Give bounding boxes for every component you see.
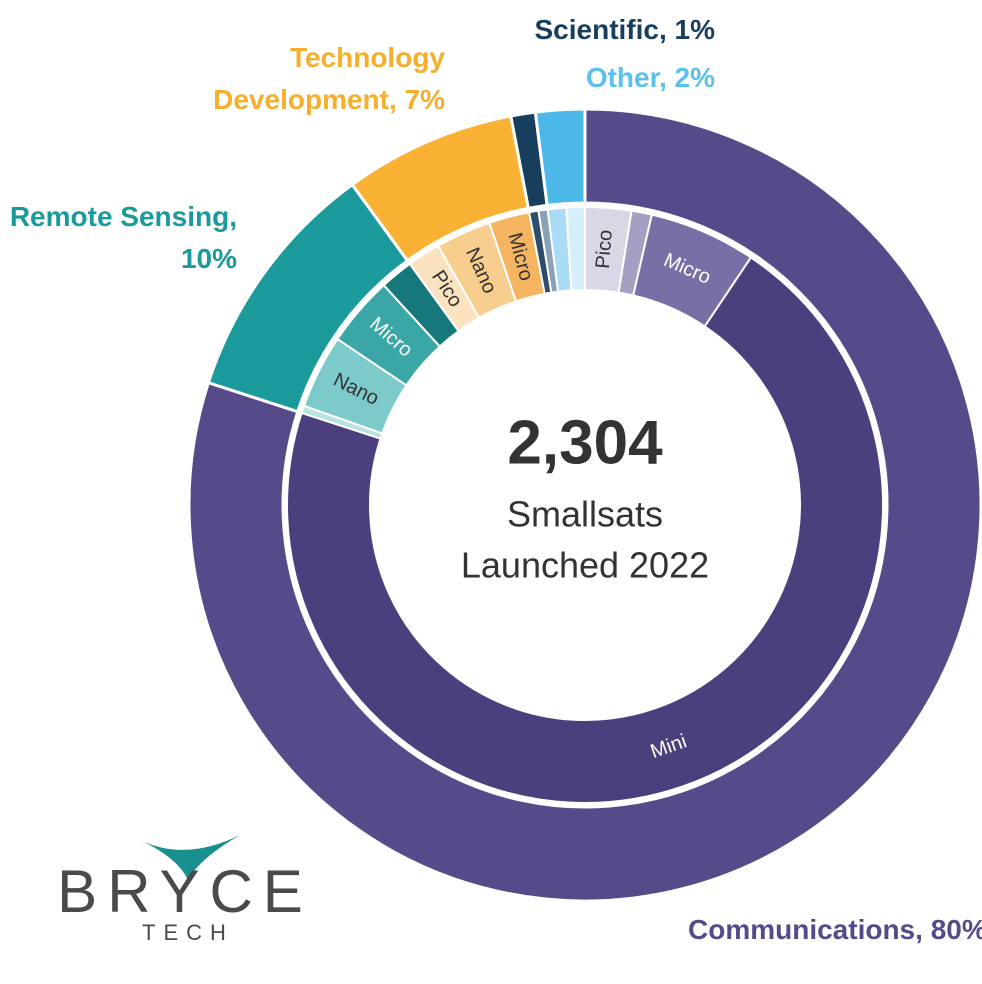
logo-mark	[140, 835, 240, 880]
logo-name: BRYCE	[57, 858, 313, 925]
outer-segment	[533, 107, 587, 208]
center-label: Launched 2022	[461, 545, 709, 586]
inner-label: Pico	[592, 229, 617, 270]
inner-segment	[286, 256, 884, 804]
outer-segment	[187, 107, 982, 903]
center-value: 2,304	[507, 408, 663, 477]
center-label: Smallsats	[507, 494, 663, 535]
segment-label: Technology Development, 7%	[213, 42, 445, 115]
logo-sub: TECH	[142, 920, 234, 945]
segment-label: Remote Sensing, 10%	[9, 201, 237, 274]
inner-segment	[565, 205, 586, 292]
segment-label: Other, 2%	[585, 62, 715, 93]
segment-label: Communications, 80%	[688, 914, 982, 945]
segment-label: Scientific, 1%	[534, 14, 715, 45]
